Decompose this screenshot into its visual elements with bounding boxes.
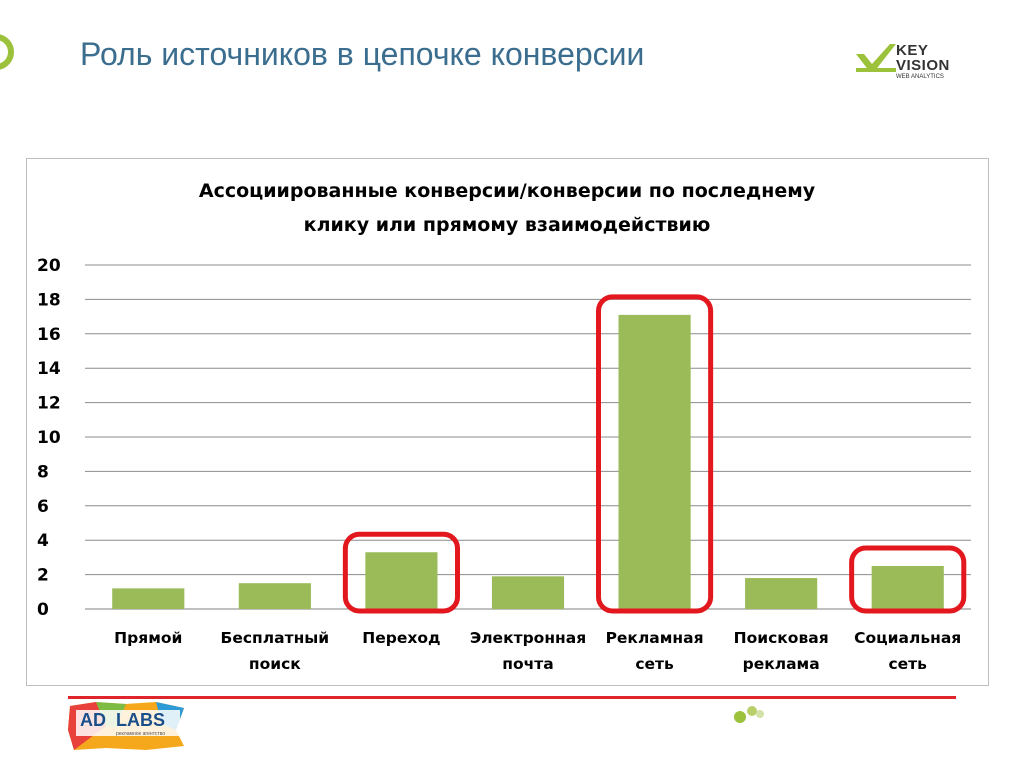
- leaf-decoration-icon: [734, 706, 764, 723]
- highlight-box: [342, 531, 461, 614]
- bar-chart: Ассоциированные конверсии/конверсии по п…: [37, 180, 971, 673]
- x-tick-label: реклама: [743, 655, 820, 673]
- x-tick-label: Бесплатный: [221, 629, 330, 647]
- x-tick-label: Переход: [362, 629, 440, 647]
- highlight-box: [595, 294, 714, 614]
- adlabs-logo: AD LABS рекламное агентство: [66, 700, 190, 752]
- bar: [618, 314, 691, 609]
- highlight-box: [849, 545, 967, 614]
- adlabs-shape-icon: [68, 702, 184, 750]
- y-tick-label: 18: [37, 290, 61, 310]
- x-tick-label: Поисковая: [734, 629, 829, 647]
- x-tick-label: Рекламная: [606, 629, 704, 647]
- decorative-ring: [0, 34, 14, 70]
- y-tick-label: 2: [37, 566, 49, 586]
- bar: [365, 552, 438, 609]
- adlabs-tagline: рекламное агентство: [116, 731, 166, 737]
- y-tick-label: 16: [37, 325, 61, 345]
- chart-title-line-1: Ассоциированные конверсии/конверсии по п…: [199, 180, 816, 202]
- slide-title: Роль источников в цепочке конверсии: [80, 36, 645, 72]
- footer-divider: [68, 696, 956, 699]
- keyvision-logo: KEY VISION WEB ANALYTICS: [856, 40, 966, 84]
- y-tick-label: 20: [37, 256, 61, 276]
- x-tick-label: сеть: [635, 655, 674, 673]
- x-tick-label: Электронная: [470, 629, 586, 647]
- y-tick-label: 6: [37, 497, 49, 517]
- y-tick-label: 12: [37, 394, 61, 414]
- bar: [871, 566, 944, 609]
- x-tick-label: Прямой: [114, 629, 182, 647]
- x-tick-label: почта: [502, 655, 553, 673]
- keyvision-checkmark-icon: [856, 44, 896, 72]
- adlabs-ad-text: AD: [80, 710, 106, 730]
- bar: [745, 578, 818, 609]
- chart-frame: Ассоциированные конверсии/конверсии по п…: [26, 158, 989, 686]
- x-tick-label: сеть: [888, 655, 927, 673]
- keyvision-vision-text: VISION: [896, 57, 950, 74]
- bar: [491, 576, 565, 609]
- chart-title-line-2: клику или прямому взаимодействию: [304, 214, 711, 236]
- y-tick-label: 10: [37, 428, 61, 448]
- y-tick-label: 14: [37, 359, 61, 379]
- x-tick-label: Социальная: [854, 629, 961, 647]
- y-tick-label: 0: [37, 600, 49, 620]
- keyvision-key-text: KEY: [896, 42, 929, 59]
- y-tick-label: 8: [37, 462, 49, 482]
- adlabs-labs-text: LABS: [116, 710, 165, 730]
- bar: [112, 588, 185, 609]
- bar: [238, 583, 311, 609]
- x-tick-label: поиск: [249, 655, 301, 673]
- y-tick-label: 4: [37, 531, 49, 551]
- keyvision-subtitle: WEB ANALYTICS: [896, 74, 944, 80]
